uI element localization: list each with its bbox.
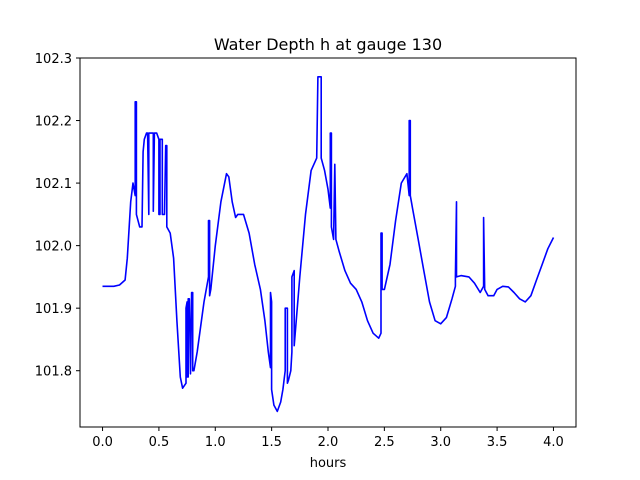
- x-axis: 0.0 0.5 1.0 1.5 2.0 2.5 3.0 3.5 4.0: [92, 427, 564, 450]
- water-depth-line: [102, 76, 555, 413]
- chart-title: Water Depth h at gauge 130: [214, 35, 442, 54]
- x-tick-label: 1.5: [261, 435, 282, 450]
- x-tick-label: 2.5: [374, 435, 395, 450]
- y-tick-label: 102.3: [35, 52, 72, 67]
- x-tick-label: 2.0: [318, 435, 339, 450]
- y-tick-label: 102.2: [35, 115, 72, 130]
- y-tick-label: 102.1: [35, 177, 72, 192]
- x-tick-label: 1.0: [205, 435, 226, 450]
- y-tick-label: 102.0: [35, 240, 72, 255]
- x-tick-label: 3.0: [430, 435, 451, 450]
- y-axis: 101.8 101.9 102.0 102.1 102.2 102.3: [35, 52, 80, 380]
- x-tick-label: 3.5: [487, 435, 508, 450]
- x-axis-label: hours: [310, 456, 347, 471]
- x-tick-label: 0.5: [149, 435, 170, 450]
- x-tick-label: 4.0: [543, 435, 564, 450]
- x-tick-label: 0.0: [92, 435, 113, 450]
- plot-area-frame: [79, 57, 577, 428]
- y-tick-label: 101.9: [35, 302, 72, 317]
- y-tick-label: 101.8: [35, 365, 72, 380]
